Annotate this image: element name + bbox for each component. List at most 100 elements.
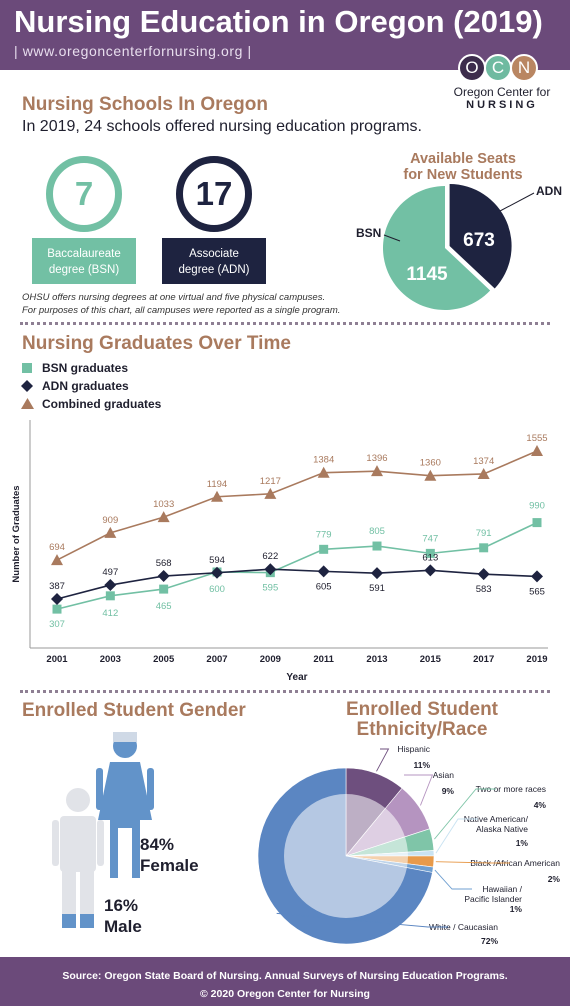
- seats-slice-adn: [449, 184, 512, 289]
- data-label-0: 779: [316, 529, 332, 540]
- x-tick-label: 2013: [366, 654, 387, 665]
- ethnicity-label: White / Caucasian: [429, 922, 498, 932]
- logo-letter-c: C: [484, 54, 512, 82]
- ethnicity-section-title: Enrolled Student Ethnicity/Race: [318, 700, 526, 740]
- series-marker-0: [159, 584, 169, 594]
- data-label-2: 1396: [366, 453, 387, 464]
- data-label-0: 465: [156, 601, 172, 612]
- ethnicity-label: Native American/: [464, 814, 529, 824]
- seats-value-bsn: 1145: [406, 264, 448, 285]
- seats-slice-bsn: [383, 186, 491, 310]
- source-note: Source: Oregon State Board of Nursing. A…: [62, 970, 508, 982]
- seats-value-adn: 673: [463, 230, 495, 251]
- seats-title-line2: for New Students: [403, 167, 523, 183]
- data-label-1: 594: [209, 555, 225, 566]
- logo-text-line2: NURSING: [466, 99, 538, 111]
- series-marker-1: [264, 563, 277, 576]
- series-marker-1: [531, 570, 543, 583]
- page-title: Nursing Education in Oregon (2019): [14, 4, 543, 39]
- data-label-2: 1374: [473, 456, 494, 467]
- male-label: Male: [104, 917, 142, 936]
- series-marker-2: [317, 466, 330, 478]
- ethnicity-leader-line: [276, 912, 448, 928]
- schools-section-title: Nursing Schools In Oregon: [22, 94, 268, 115]
- ethnicity-label: Hawaiian /: [482, 884, 522, 894]
- data-label-1: 387: [49, 581, 65, 592]
- data-label-1: 568: [156, 558, 172, 569]
- data-label-2: 1384: [313, 455, 334, 466]
- ethnicity-label: Two or more races: [476, 784, 546, 794]
- series-marker-0: [532, 518, 542, 528]
- data-label-2: 1194: [207, 479, 227, 490]
- series-line-0: [56, 521, 538, 610]
- ohsu-note-line1: OHSU offers nursing degrees at one virtu…: [22, 292, 326, 303]
- x-tick-label: 2009: [260, 654, 281, 665]
- series-marker-1: [371, 567, 383, 580]
- seats-label-bsn: BSN: [356, 226, 381, 240]
- seats-label-adn: ADN: [536, 184, 562, 198]
- data-label-1: 583: [476, 584, 492, 595]
- donut-center: [284, 794, 408, 918]
- ohsu-note-line2: For purposes of this chart, all campuses…: [22, 305, 341, 316]
- adn-count-ring: 17: [176, 156, 252, 232]
- ethnicity-leader-line: [434, 869, 472, 890]
- header-banner: Nursing Education in Oregon (2019) | www…: [0, 0, 570, 70]
- male-leg-filled-left: [62, 914, 76, 928]
- legend-bsn-square: [22, 363, 32, 373]
- data-label-1: 565: [529, 586, 545, 597]
- ethnicity-value-label: 4%: [534, 800, 547, 810]
- data-label-1: 497: [102, 567, 118, 578]
- legend-combined-triangle: [21, 398, 34, 409]
- series-marker-0: [425, 548, 435, 558]
- adn-label-line2: degree (ADN): [178, 264, 250, 276]
- series-marker-2: [264, 487, 277, 499]
- ethnicity-value-label: 1%: [516, 838, 529, 848]
- series-marker-0: [105, 591, 115, 601]
- data-label-2: 1033: [153, 499, 174, 510]
- female-figure-icon: [96, 732, 154, 878]
- ethnicity-value-label: 72%: [481, 936, 498, 946]
- section-divider: [20, 322, 550, 325]
- x-tick-label: 2015: [420, 654, 442, 665]
- x-tick-label: 2019: [526, 654, 547, 665]
- logo-letter-n: N: [510, 54, 538, 82]
- series-marker-1: [424, 564, 437, 577]
- ethnicity-title-line2: Ethnicity/Race: [356, 719, 488, 740]
- series-marker-1: [104, 579, 117, 592]
- x-axis-title: Year: [286, 672, 307, 683]
- ethnicity-leader-line: [435, 861, 510, 864]
- series-marker-0: [372, 541, 382, 551]
- x-tick-label: 2005: [153, 654, 175, 665]
- bsn-label-line1: Baccalaureate: [47, 248, 121, 260]
- gender-figures: [52, 732, 154, 928]
- graduates-section-title: Nursing Graduates Over Time: [22, 333, 291, 354]
- legend-bsn-label: BSN graduates: [42, 361, 129, 375]
- ethnicity-leader-line: [376, 748, 390, 772]
- series-marker-0: [479, 543, 489, 553]
- seats-leader-adn: [499, 192, 535, 212]
- seats-leader-bsn: [383, 234, 401, 242]
- data-label-0: 600: [209, 584, 225, 595]
- adn-label-line1: Associate: [189, 248, 239, 260]
- data-label-2: 909: [102, 515, 118, 526]
- legend-combined-label: Combined graduates: [42, 397, 162, 411]
- website-url[interactable]: | www.oregoncenterfornursing.org |: [14, 43, 252, 59]
- male-figure-icon: [52, 788, 104, 928]
- data-label-1: 622: [262, 551, 278, 562]
- y-axis-title: Number of Graduates: [11, 485, 22, 582]
- legend-adn-diamond: [21, 380, 33, 392]
- bsn-count-ring: 7: [46, 156, 122, 232]
- x-tick-label: 2001: [46, 654, 68, 665]
- footer-banner: Source: Oregon State Board of Nursing. A…: [0, 957, 570, 1006]
- legend-adn-label: ADN graduates: [42, 379, 129, 393]
- series-marker-1: [477, 568, 490, 581]
- seats-title-line1: Available Seats: [410, 151, 516, 167]
- data-label-0: 990: [529, 501, 545, 512]
- bsn-label-line2: degree (BSN): [48, 264, 120, 276]
- data-label-1: 613: [422, 552, 438, 563]
- logo-letter-o: O: [458, 54, 486, 82]
- series-marker-1: [51, 592, 63, 605]
- adn-degree-label: Associate degree (ADN): [162, 238, 266, 284]
- ethnicity-value-label: 11%: [413, 760, 430, 770]
- ethnicity-label: Asian: [433, 770, 455, 780]
